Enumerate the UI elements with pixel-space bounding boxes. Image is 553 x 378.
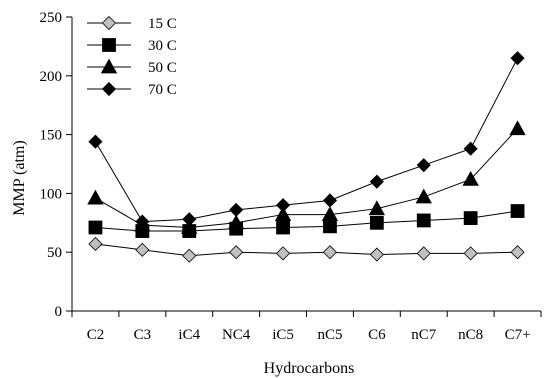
data-point-15c (275, 246, 291, 261)
data-point-30c (276, 220, 290, 235)
legend-label: 30 C (148, 38, 177, 54)
data-point-70c (369, 174, 384, 189)
data-point-70c (88, 134, 103, 149)
legend-marker (101, 81, 117, 97)
data-point-70c (229, 202, 244, 217)
data-point-50c (87, 189, 104, 205)
data-point-70c (322, 193, 338, 208)
data-point-15c (88, 236, 103, 252)
series-15c (88, 236, 525, 263)
data-point-50c (509, 120, 526, 136)
x-axis-title: Hydrocarbons (264, 360, 355, 377)
series-layer (87, 51, 526, 263)
x-tick-label: C3 (134, 327, 152, 343)
data-point-30c (369, 215, 384, 230)
x-tick-label: nC7 (411, 327, 437, 343)
series-line-30c (95, 210, 518, 232)
legend: 15 C 30 C 50 C 70 C (87, 15, 177, 98)
data-point-15c (182, 248, 197, 263)
y-axis-title: MMP (atm) (11, 140, 28, 215)
y-tick-label: 50 (47, 245, 62, 261)
legend-marker (100, 58, 118, 74)
series-30c (88, 204, 525, 238)
data-point-50c (227, 214, 245, 230)
y-tick-label: 150 (40, 128, 63, 144)
x-tick-label: C7+ (505, 327, 531, 343)
data-point-70c (182, 212, 197, 227)
axes (71, 17, 541, 312)
series-50c (87, 120, 526, 234)
legend-marker (101, 15, 117, 31)
data-point-70c (463, 141, 478, 156)
data-point-15c (322, 245, 338, 260)
data-point-15c (510, 245, 525, 260)
x-tick-label: NC4 (222, 327, 251, 343)
legend-label: 70 C (148, 82, 177, 98)
data-point-30c (88, 220, 103, 235)
data-point-70c (510, 51, 525, 66)
data-point-30c (510, 204, 525, 218)
y-axis-ticks: 0 50 100 150 200 250 (40, 10, 72, 320)
legend-item-50c: 50 C (87, 58, 177, 76)
data-point-15c (463, 246, 478, 261)
series-line-50c (95, 128, 518, 229)
data-point-70c (135, 214, 150, 229)
data-point-50c (181, 219, 198, 234)
series-70c (88, 51, 525, 229)
legend-item-30c: 30 C (87, 38, 177, 54)
x-tick-label: iC5 (272, 327, 294, 343)
data-point-50c (415, 188, 432, 204)
legend-marker (102, 38, 116, 52)
data-point-50c (368, 200, 386, 216)
data-point-30c (323, 219, 337, 234)
y-tick-label: 100 (40, 186, 63, 202)
data-point-50c (321, 206, 339, 221)
data-point-50c (462, 170, 479, 186)
x-tick-label: iC4 (178, 327, 200, 343)
x-tick-label: C6 (368, 327, 386, 343)
y-tick-label: 250 (40, 10, 63, 26)
data-point-15c (135, 242, 150, 257)
y-tick-label: 0 (55, 304, 63, 320)
x-tick-label: nC8 (458, 327, 483, 343)
x-axis-ticks: C2 C3 iC4 NC4 iC5 nC5 C6 nC7 nC8 C7+ (71, 311, 542, 343)
series-line-70c (95, 57, 518, 223)
legend-item-70c: 70 C (87, 81, 177, 98)
data-point-70c (416, 158, 431, 173)
data-point-15c (416, 246, 431, 261)
data-point-30c (463, 211, 478, 225)
series-line-15c (95, 243, 518, 257)
data-point-70c (275, 198, 291, 213)
legend-item-15c: 15 C (87, 15, 177, 32)
y-tick-label: 200 (40, 69, 63, 85)
data-point-30c (416, 213, 431, 228)
data-point-15c (369, 247, 384, 262)
legend-label: 15 C (148, 16, 177, 32)
legend-label: 50 C (148, 60, 177, 76)
data-point-15c (229, 245, 244, 260)
data-point-50c (274, 206, 292, 221)
x-tick-label: C2 (87, 327, 105, 343)
x-tick-label: nC5 (317, 327, 342, 343)
